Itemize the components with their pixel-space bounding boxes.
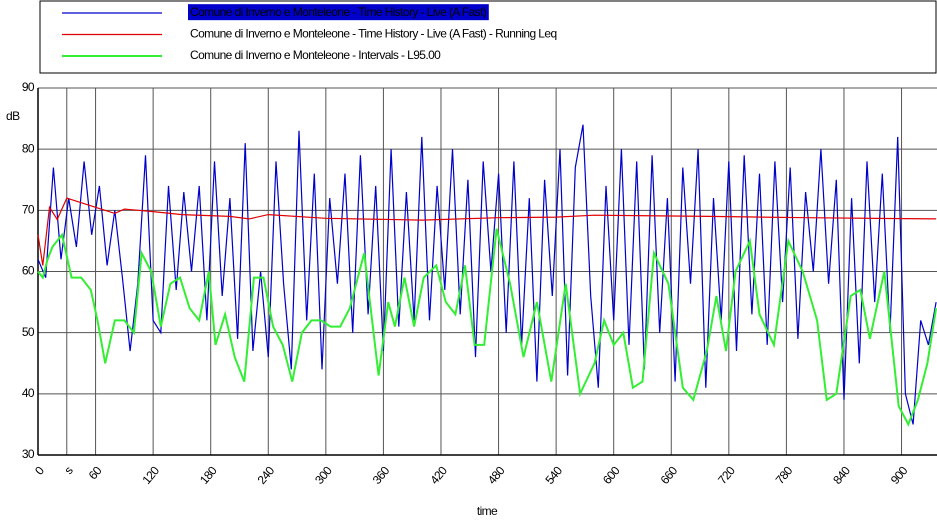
x-tick-label: 600 — [600, 463, 623, 487]
x-tick-label: 120 — [139, 463, 162, 487]
series-line — [37, 124, 937, 425]
x-tick-label: 420 — [427, 463, 450, 487]
x-tick-label: 180 — [197, 463, 220, 487]
x-tick-label: 300 — [312, 463, 335, 487]
legend-label: Comune di Inverno e Monteleone - Time Hi… — [190, 5, 487, 19]
x-tick-label: 240 — [255, 463, 278, 487]
legend-label: Comune di Inverno e Monteleone - Time Hi… — [190, 27, 557, 41]
x-tick-label: 780 — [773, 463, 796, 487]
y-tick-label: 50 — [22, 325, 35, 339]
x-tick-label: 360 — [370, 463, 393, 487]
x-tick-label: 0 — [32, 463, 47, 477]
y-tick-label: 60 — [22, 264, 35, 278]
x-axis-label: time — [477, 504, 498, 518]
legend-label: Comune di Inverno e Monteleone - Interva… — [190, 48, 441, 62]
y-tick-label: 40 — [22, 386, 35, 400]
x-tick-label: 660 — [658, 463, 681, 487]
x-tick-label: s — [61, 464, 76, 478]
legend-highlight — [188, 4, 489, 21]
series-line — [37, 197, 937, 266]
y-axis-label: dB — [6, 109, 20, 123]
x-tick-label: 540 — [542, 463, 565, 487]
x-tick-label: 480 — [485, 463, 508, 487]
y-tick-label: 70 — [22, 203, 35, 217]
x-tick-label: 840 — [830, 463, 853, 487]
x-tick-label: 900 — [888, 463, 911, 487]
x-tick-label: 720 — [715, 463, 738, 487]
y-tick-label: 30 — [22, 447, 35, 461]
y-tick-label: 80 — [22, 141, 35, 155]
x-tick-label: 60 — [86, 463, 105, 482]
series-line — [37, 228, 937, 427]
y-tick-label: 90 — [22, 80, 35, 94]
